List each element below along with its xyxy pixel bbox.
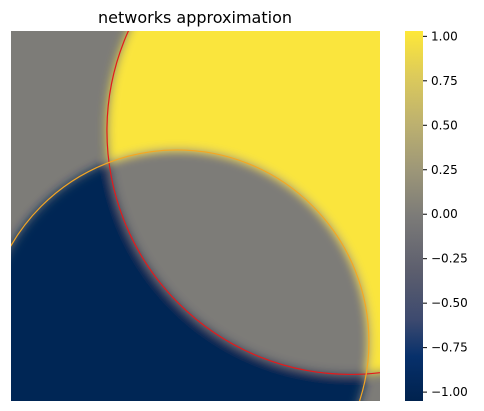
colorbar-tick-label: −0.50: [431, 296, 468, 310]
region-boundary-2: [11, 149, 370, 401]
colorbar-tick-label: −1.00: [431, 385, 468, 399]
colorbar-tick-label: −0.75: [431, 341, 468, 355]
chart-title: networks approximation: [98, 8, 292, 27]
colorbar-ticks: 1.00 0.75 0.50 0.25 0.00 −0.25 −0.50 −0.75 −1.00: [423, 29, 468, 399]
colorbar-tick-label: 0.75: [431, 74, 458, 88]
colorbar-tick-label: 1.00: [431, 29, 458, 43]
colorbar-tick-label: 0.50: [431, 118, 458, 132]
colorbar-tick-label: −0.25: [431, 252, 468, 266]
colorbar-tick-label: 0.00: [431, 207, 458, 221]
region-boundary-1: [106, 31, 380, 375]
colorbar: [405, 31, 423, 401]
colorbar-tick-label: 0.25: [431, 163, 458, 177]
